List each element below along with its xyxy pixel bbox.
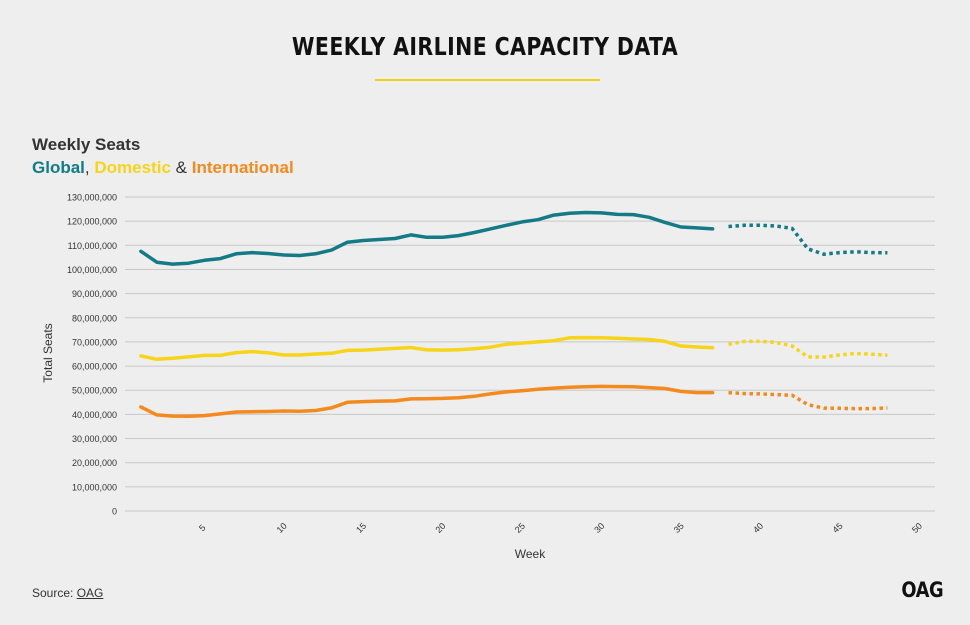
x-tick-label: 50 <box>910 521 924 535</box>
page-title: WEEKLY AIRLINE CAPACITY DATA <box>291 32 679 61</box>
chart-subheading: Global, Domestic & International <box>32 158 294 178</box>
y-tick-label: 10,000,000 <box>72 482 117 492</box>
x-axis-ticks: 5 10 15 20 25 30 35 40 45 50 <box>197 521 924 535</box>
chart-heading: Weekly Seats <box>32 135 141 154</box>
series-lines <box>139 210 888 419</box>
x-tick-label: 15 <box>354 521 368 535</box>
series-line-international-forecast <box>728 390 888 411</box>
y-tick-label: 50,000,000 <box>72 386 117 396</box>
y-tick-label: 110,000,000 <box>68 241 117 251</box>
legend-global: Global <box>32 158 85 177</box>
y-tick-label: 80,000,000 <box>72 313 117 323</box>
y-tick-label: 70,000,000 <box>72 337 117 347</box>
legend-separator-comma: , <box>84 158 90 177</box>
series-line-global-forecast <box>728 223 888 256</box>
y-tick-label: 120,000,000 <box>67 217 117 227</box>
y-tick-label: 60,000,000 <box>72 362 117 372</box>
legend-domestic: Domestic <box>94 158 171 177</box>
series-line-international-actual <box>139 384 715 419</box>
series-line-domestic-actual <box>139 335 715 362</box>
source-note: Source: OAG <box>32 586 103 600</box>
y-axis-title: Total Seats <box>41 323 55 382</box>
y-tick-label: 40,000,000 <box>72 410 117 420</box>
series-line-global-actual <box>139 210 715 266</box>
y-tick-label: 130,000,000 <box>67 193 117 203</box>
y-tick-label: 100,000,000 <box>67 265 117 275</box>
legend-separator-amp: & <box>175 158 187 177</box>
legend-international: International <box>191 158 294 177</box>
x-tick-label: 25 <box>513 521 527 535</box>
series-line-domestic-forecast <box>728 339 888 359</box>
x-tick-label: 30 <box>592 521 606 535</box>
x-tick-label: 20 <box>433 521 447 535</box>
x-axis-title: Week <box>515 547 546 561</box>
x-tick-label: 5 <box>197 523 208 534</box>
y-tick-label: 30,000,000 <box>72 434 117 444</box>
x-tick-label: 10 <box>275 521 289 535</box>
grid-lines <box>125 196 935 512</box>
y-tick-label: 20,000,000 <box>72 458 117 468</box>
x-tick-label: 40 <box>751 521 765 535</box>
title-underline <box>375 79 600 81</box>
x-tick-label: 45 <box>831 521 845 535</box>
y-tick-label: 90,000,000 <box>72 289 117 299</box>
y-axis-ticks: 0 10,000,000 20,000,000 30,000,000 40,000,00… <box>67 193 117 517</box>
oag-logo: OAG <box>901 578 943 602</box>
source-link[interactable]: OAG <box>76 586 104 600</box>
x-tick-label: 35 <box>672 521 686 535</box>
source-label: Source: <box>32 586 74 600</box>
y-tick-label: 0 <box>112 507 117 517</box>
